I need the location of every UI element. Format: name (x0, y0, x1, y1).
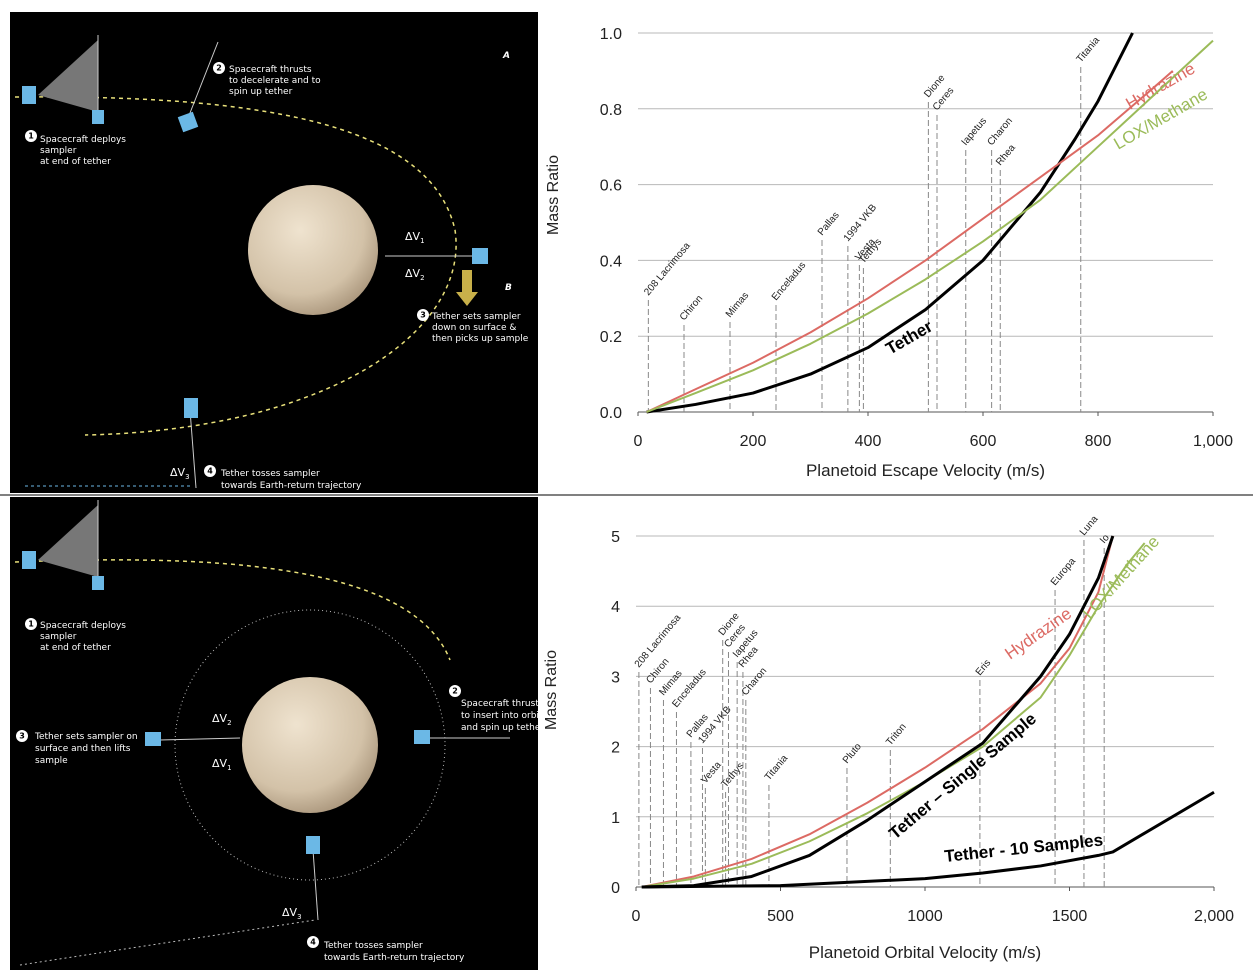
annotation-label: Luna (1078, 513, 1101, 537)
step-text: at end of tether (40, 643, 111, 653)
x-tick-label: 1500 (1052, 908, 1088, 925)
x-tick-label: 2,000 (1194, 908, 1234, 925)
step-number: 3 (19, 732, 25, 741)
panel-label: A (502, 51, 510, 61)
annotation-label: Enceladus (770, 260, 808, 303)
annotation-label: Eris (974, 658, 994, 678)
x-axis-label: Planetoid Orbital Velocity (m/s) (809, 943, 1041, 962)
annotation-label: Tethys (719, 761, 746, 790)
step-text: down on surface & (432, 323, 516, 333)
y-tick-label: 0 (611, 880, 620, 897)
diagram-top: A B 1 Spacecraft deploys sampler at end … (10, 12, 538, 493)
spacecraft (22, 551, 36, 569)
step-text: towards Earth-return trajectory (324, 953, 465, 963)
spacecraft (92, 110, 104, 124)
step-number: 1 (28, 132, 34, 141)
x-tick-label: 200 (740, 433, 767, 450)
step-text: Spacecraft thrusts (461, 699, 544, 709)
spacecraft (306, 836, 320, 854)
y-tick-label: 3 (611, 669, 620, 686)
step-number: 2 (216, 64, 222, 73)
y-tick-label: 0.0 (600, 405, 622, 422)
annotation-label: Europa (1049, 556, 1078, 588)
spacecraft (184, 398, 198, 418)
y-tick-label: 2 (611, 740, 620, 757)
spacecraft (472, 248, 488, 264)
step-text: Tether tosses sampler (220, 469, 320, 479)
step-text: towards Earth-return trajectory (221, 481, 362, 491)
step-text: sampler (40, 146, 77, 156)
step-text: then picks up sample (432, 334, 529, 344)
step-text: and spin up tether (461, 723, 544, 733)
y-tick-label: 5 (611, 529, 620, 546)
series-label: LOX/Methane (1079, 532, 1163, 623)
annotation-label: Titania (763, 753, 791, 783)
step-text: Tether tosses sampler (323, 941, 423, 951)
y-tick-label: 0.2 (600, 329, 622, 346)
series-label: Tether (883, 316, 937, 358)
spacecraft (414, 730, 430, 744)
annotation-label: 1994 VKB (842, 202, 880, 244)
series-line (642, 536, 1113, 887)
y-axis-label: Mass Ratio (543, 650, 560, 730)
x-tick-label: 0 (634, 433, 643, 450)
y-tick-label: 0.4 (600, 253, 622, 270)
y-axis-label: Mass Ratio (545, 155, 562, 235)
step-number: 2 (452, 687, 458, 696)
step-text: sample (35, 756, 68, 766)
series-label: Tether - 10 Samples (943, 830, 1103, 866)
moon (242, 677, 378, 813)
step-text: to decelerate and to (229, 76, 321, 86)
y-tick-label: 0.6 (600, 178, 622, 195)
step-text: Spacecraft thrusts (229, 65, 312, 75)
y-tick-label: 0.8 (600, 102, 622, 119)
step-text: Spacecraft deploys (40, 135, 126, 145)
step-text: Spacecraft deploys (40, 621, 126, 631)
spacecraft (22, 86, 36, 104)
annotation-label: Titania (1075, 35, 1103, 65)
step-text: to insert into orbit (461, 711, 543, 721)
step-text: spin up tether (229, 87, 293, 97)
annotation-label: Pallas (816, 210, 842, 238)
panel-label: B (505, 283, 512, 293)
annotation-label: Charon (740, 666, 770, 698)
step-text: at end of tether (40, 157, 111, 167)
step-number: 1 (28, 620, 34, 629)
annotation-label: Charon (985, 116, 1015, 148)
step-text: Tether sets sampler on (34, 732, 138, 742)
x-tick-label: 1000 (907, 908, 943, 925)
spacecraft (145, 732, 161, 746)
annotation-label: Chiron (678, 293, 705, 323)
annotation-label: Pluto (841, 741, 864, 766)
x-tick-label: 400 (855, 433, 882, 450)
series-line (642, 536, 1113, 887)
step-text: surface and then lifts (35, 744, 131, 754)
annotation-label: Rhea (994, 142, 1018, 168)
step-number: 3 (420, 311, 426, 320)
annotation-label: Mimas (724, 290, 751, 320)
step-number: 4 (310, 938, 316, 947)
x-tick-label: 800 (1085, 433, 1112, 450)
step-text: Tether sets sampler (431, 312, 521, 322)
moon (248, 185, 378, 315)
y-tick-label: 1.0 (600, 26, 622, 43)
series-line (647, 71, 1173, 412)
x-axis-label: Planetoid Escape Velocity (m/s) (806, 461, 1045, 480)
step-number: 4 (207, 467, 213, 476)
x-tick-label: 500 (767, 908, 794, 925)
annotation-label: 208 Lacrimosa (642, 240, 693, 298)
annotation-label: Triton (884, 722, 909, 748)
figure: A B 1 Spacecraft deploys sampler at end … (0, 0, 1253, 972)
y-tick-label: 4 (611, 599, 620, 616)
x-tick-label: 0 (632, 908, 641, 925)
step-text: sampler (40, 632, 77, 642)
x-tick-label: 600 (970, 433, 997, 450)
x-tick-label: 1,000 (1193, 433, 1233, 450)
annotation-label: Iapetus (960, 116, 990, 148)
y-tick-label: 1 (611, 810, 620, 827)
series-label: Tether – Single Sample (885, 709, 1040, 843)
diagram-bottom: 1 Spacecraft deploys sampler at end of t… (10, 497, 544, 970)
spacecraft (92, 576, 104, 590)
